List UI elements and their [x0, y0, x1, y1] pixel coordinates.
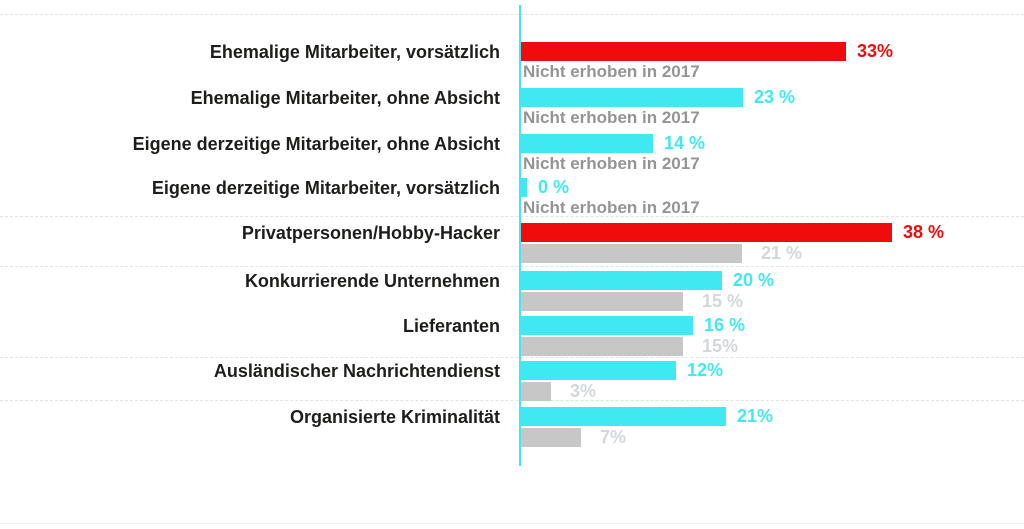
bar-current — [521, 361, 676, 380]
category-label: Konkurrierende Unternehmen — [244, 271, 500, 291]
row-separator — [0, 400, 1024, 401]
bar-previous — [521, 244, 742, 263]
value-label-previous: 3% — [570, 381, 597, 401]
category-label: Ausländischer Nachrichtendienst — [213, 361, 500, 381]
value-label-current: 14 % — [664, 133, 706, 153]
value-label-previous: 15% — [702, 336, 739, 356]
category-label: Ehemalige Mitarbeiter, vorsätzlich — [209, 42, 500, 62]
value-label-previous: 15 % — [702, 291, 744, 311]
not-collected-note: Nicht erhoben in 2017 — [523, 154, 700, 173]
axis-baseline — [519, 5, 521, 466]
value-label-previous: 21 % — [761, 243, 803, 263]
bar-current — [521, 42, 846, 61]
row-separator — [0, 523, 1024, 524]
value-label-current: 20 % — [733, 270, 775, 290]
value-label-current: 12% — [687, 360, 724, 380]
bar-previous — [521, 428, 581, 447]
value-label-current: 21% — [737, 406, 774, 426]
not-collected-note: Nicht erhoben in 2017 — [523, 108, 700, 127]
value-label-current: 16 % — [704, 315, 746, 335]
not-collected-note: Nicht erhoben in 2017 — [523, 62, 700, 81]
bar-current — [521, 223, 892, 242]
row-separator — [0, 266, 1024, 267]
value-label-current: 23 % — [754, 87, 796, 107]
bar-current — [521, 316, 693, 335]
category-label: Ehemalige Mitarbeiter, ohne Absicht — [190, 88, 500, 108]
bar-current — [521, 88, 743, 107]
not-collected-note: Nicht erhoben in 2017 — [523, 198, 700, 217]
row-separator — [0, 357, 1024, 358]
value-label-current: 38 % — [903, 222, 945, 242]
bar-current — [521, 271, 722, 290]
bar-previous — [521, 382, 551, 401]
category-label: Eigene derzeitige Mitarbeiter, ohne Absi… — [132, 134, 500, 154]
value-label-previous: 7% — [600, 427, 627, 447]
bar-current — [521, 134, 653, 153]
category-label: Organisierte Kriminalität — [289, 407, 500, 427]
bar-previous — [521, 337, 683, 356]
row-separator — [0, 216, 1024, 217]
category-label: Lieferanten — [402, 316, 500, 336]
bar-current — [521, 178, 527, 197]
row-separator — [0, 14, 1024, 15]
category-label: Privatpersonen/Hobby-Hacker — [241, 223, 500, 243]
bar-current — [521, 407, 726, 426]
bar-previous — [521, 292, 683, 311]
value-label-current: 33% — [857, 41, 894, 61]
value-label-current: 0 % — [538, 177, 570, 197]
category-label: Eigene derzeitige Mitarbeiter, vorsätzli… — [151, 178, 500, 198]
